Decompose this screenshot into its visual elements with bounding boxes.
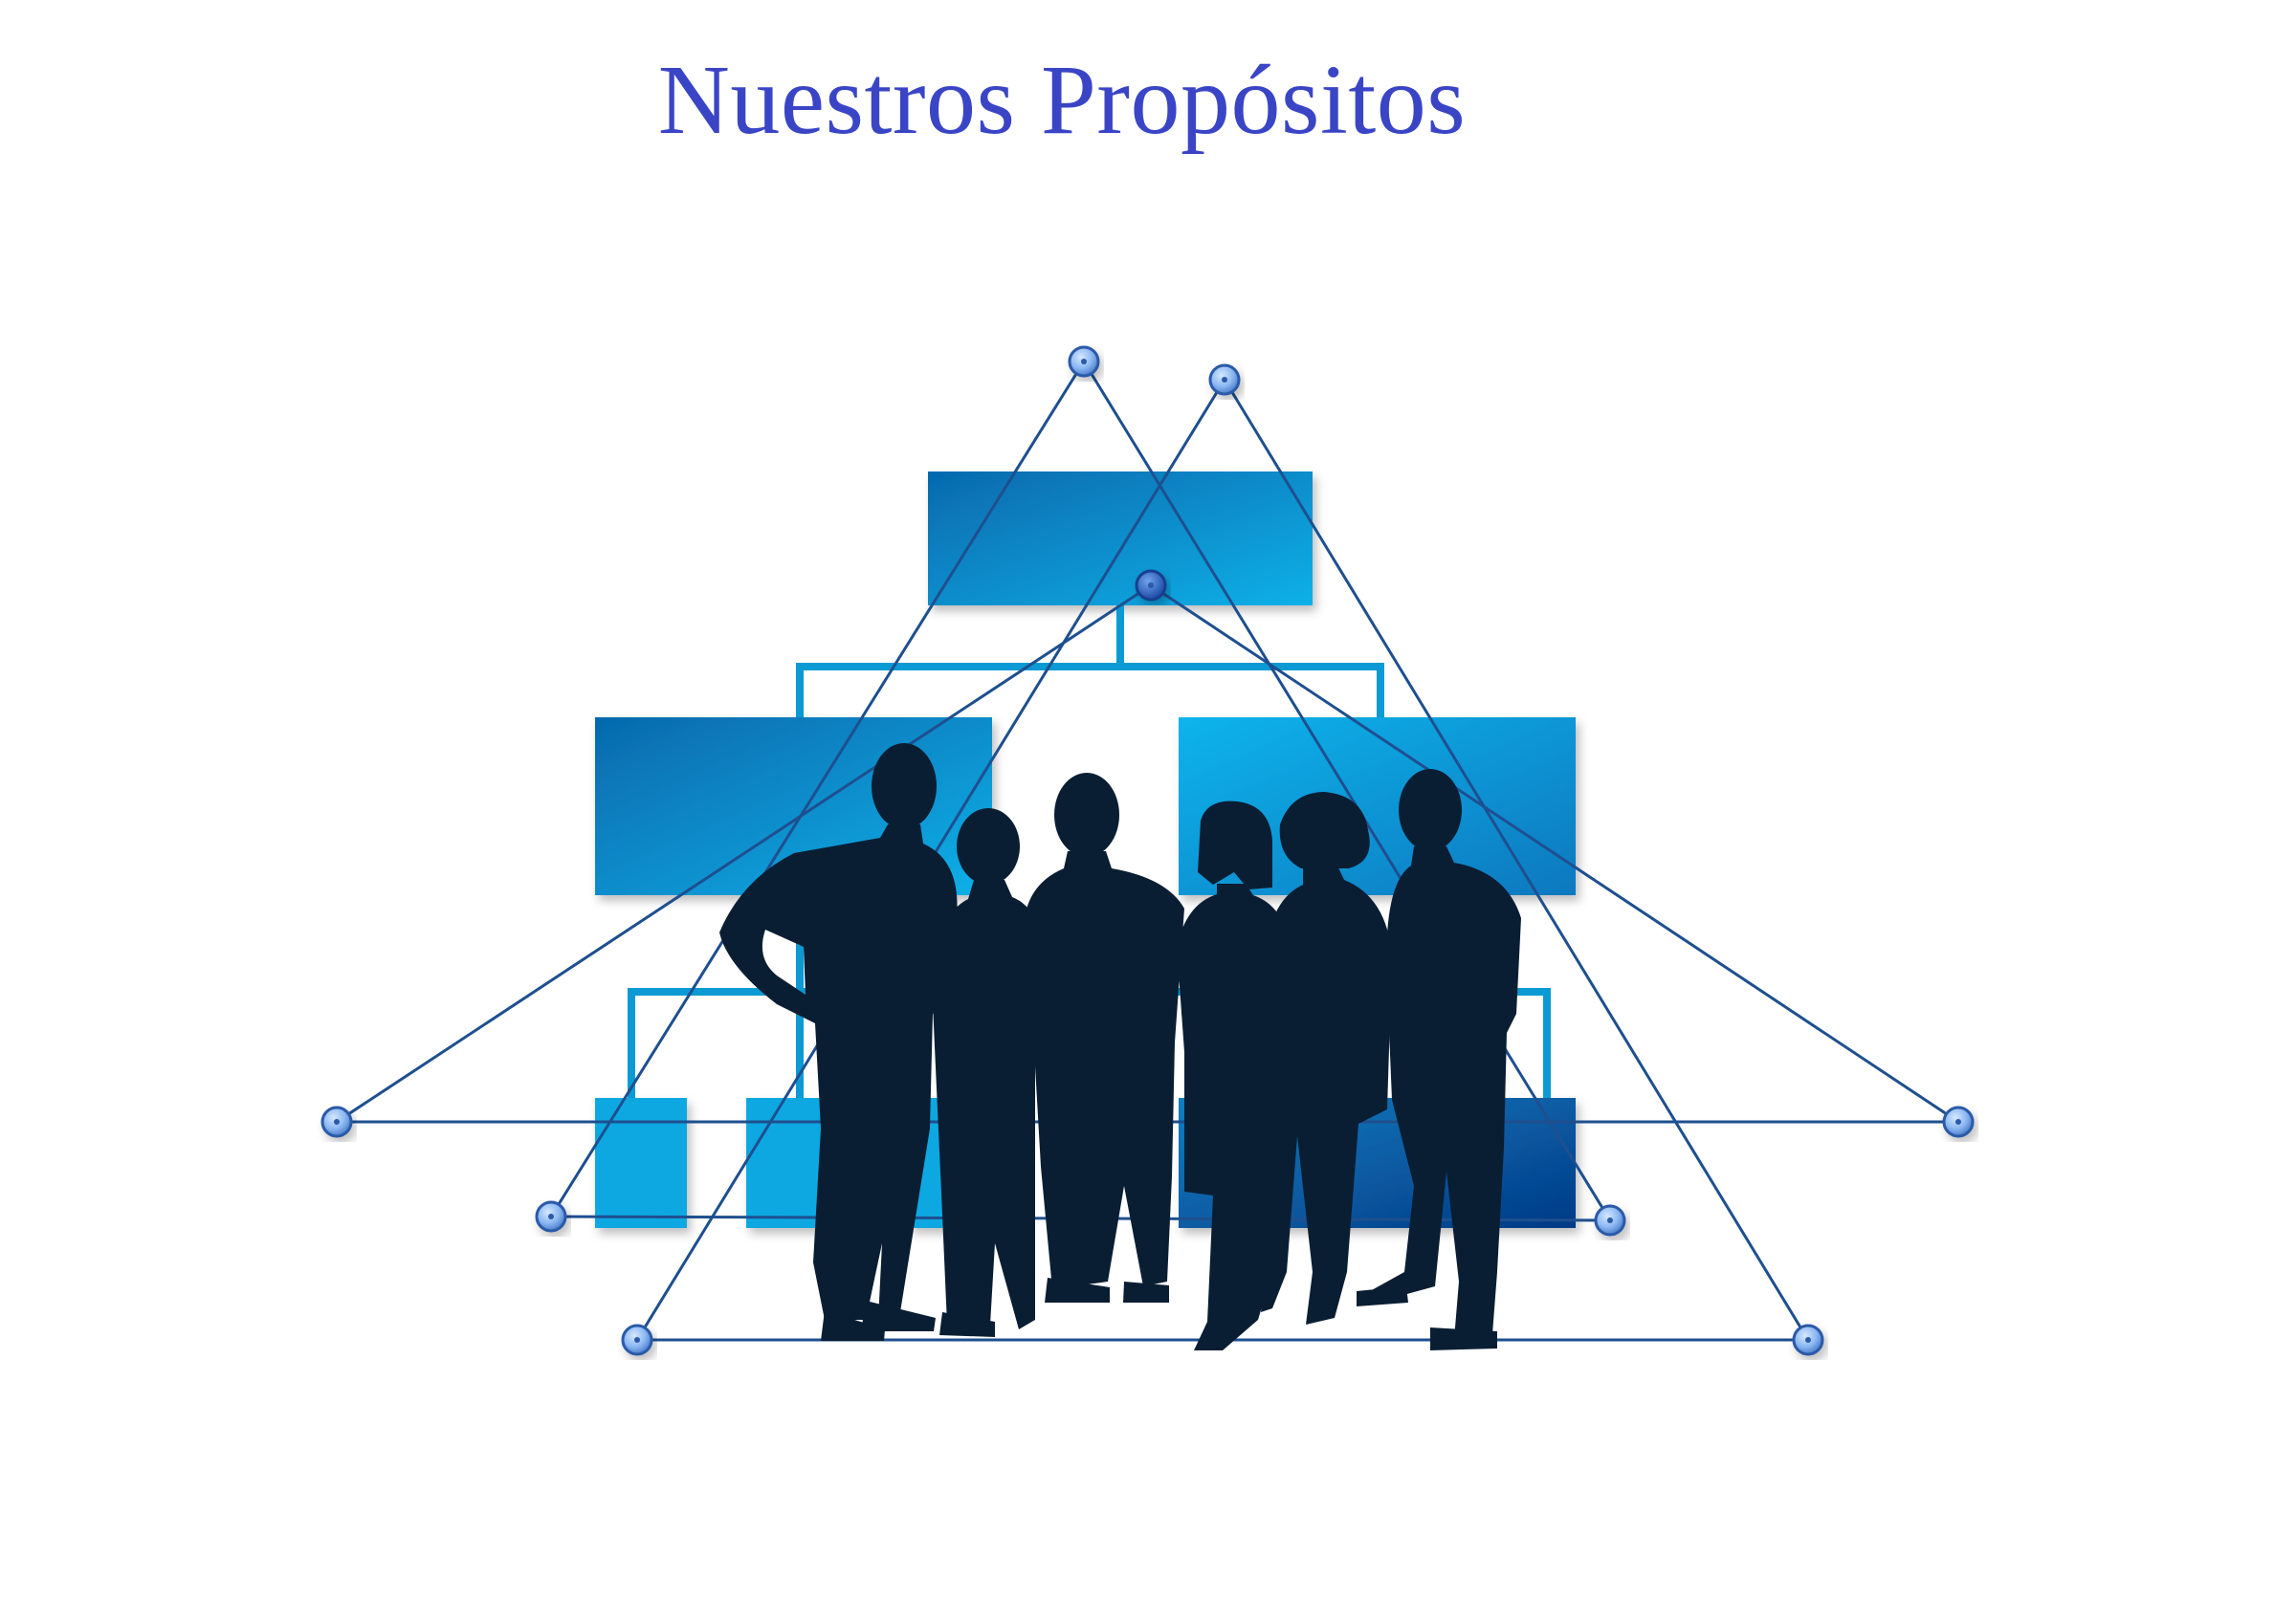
- person-silhouette-3: [1023, 773, 1184, 1303]
- team-silhouettes: [719, 743, 1521, 1350]
- org-box-top: [928, 472, 1313, 605]
- network-nodes: [320, 345, 1975, 1356]
- person-silhouette-5: [1261, 792, 1392, 1325]
- person-silhouette-6: [1357, 769, 1521, 1350]
- person-silhouette-1: [719, 743, 958, 1341]
- page-title: Nuestros Propósitos: [657, 45, 1467, 155]
- org-box-bottom-1: [595, 1098, 687, 1228]
- person-silhouette-2: [932, 808, 1045, 1337]
- person-silhouette-4: [1177, 800, 1291, 1350]
